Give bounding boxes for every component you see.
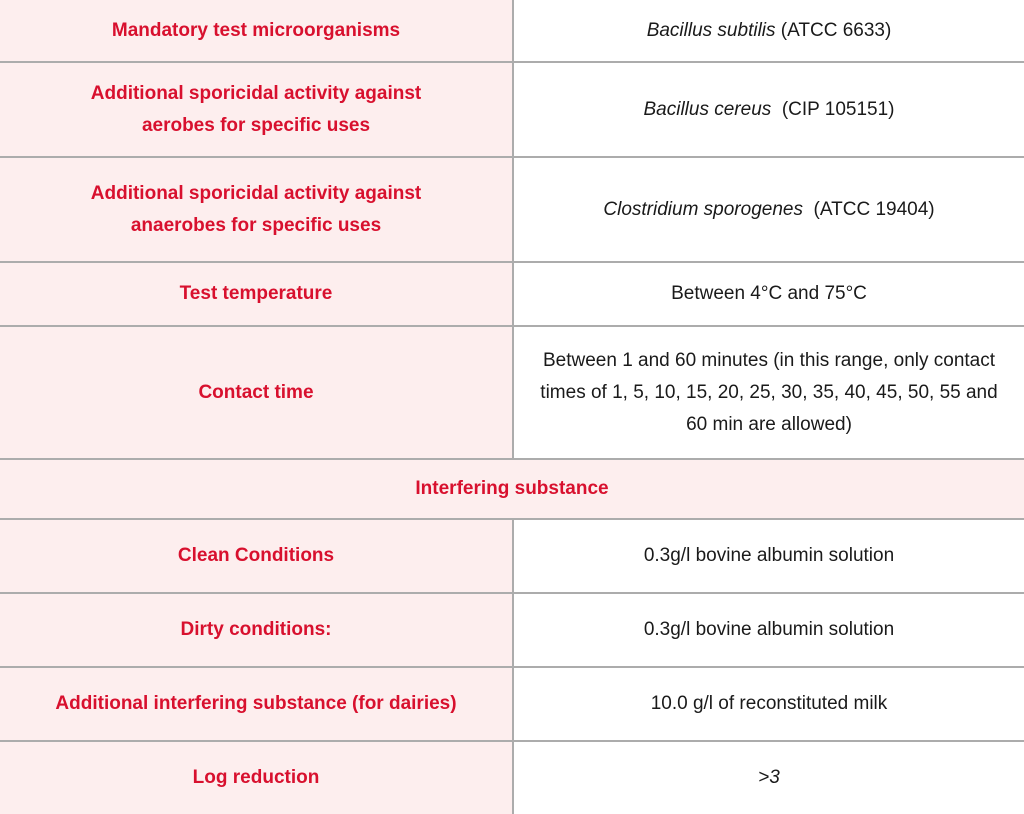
row-value: >3	[512, 740, 1024, 814]
organism-name: Clostridium sporogenes	[603, 198, 803, 220]
table-section-header: Interfering substance	[0, 458, 1024, 520]
row-label: Log reduction	[0, 740, 514, 814]
row-value: 10.0 g/l of reconstituted milk	[512, 666, 1024, 742]
table-row: Additional sporicidal activity against a…	[0, 156, 1024, 263]
row-value: 0.3g/l bovine albumin solution	[512, 592, 1024, 668]
row-label: Test temperature	[0, 261, 514, 327]
row-value: 0.3g/l bovine albumin solution	[512, 518, 1024, 594]
section-header-label: Interfering substance	[0, 458, 1024, 520]
strain-code: (ATCC 19404)	[802, 198, 935, 220]
row-value: Bacillus subtilis (ATCC 6633)	[512, 0, 1024, 63]
table-row: Contact time Between 1 and 60 minutes (i…	[0, 325, 1024, 460]
table-row: Test temperature Between 4°C and 75°C	[0, 261, 1024, 327]
row-value: Bacillus cereus (CIP 105151)	[512, 61, 1024, 158]
row-label: Dirty conditions:	[0, 592, 514, 668]
row-label: Additional sporicidal activity against a…	[0, 61, 514, 158]
row-value: Between 1 and 60 minutes (in this range,…	[512, 325, 1024, 460]
row-label: Contact time	[0, 325, 514, 460]
log-reduction-value: >3	[758, 767, 780, 788]
row-label: Additional interfering substance (for da…	[0, 666, 514, 742]
row-value: Clostridium sporogenes (ATCC 19404)	[512, 156, 1024, 263]
row-label: Additional sporicidal activity against a…	[0, 156, 514, 263]
table-row: Additional sporicidal activity against a…	[0, 61, 1024, 158]
organism-name: Bacillus subtilis	[646, 19, 776, 41]
strain-code: (CIP 105151)	[771, 98, 895, 120]
table-row: Clean Conditions 0.3g/l bovine albumin s…	[0, 518, 1024, 594]
table-row: Mandatory test microorganisms Bacillus s…	[0, 0, 1024, 63]
row-label: Clean Conditions	[0, 518, 514, 594]
strain-code: (ATCC 6633)	[775, 19, 892, 41]
table-row: Log reduction >3	[0, 740, 1024, 814]
organism-name: Bacillus cereus	[643, 98, 772, 120]
table-row: Additional interfering substance (for da…	[0, 666, 1024, 742]
row-label: Mandatory test microorganisms	[0, 0, 514, 63]
table-row: Dirty conditions: 0.3g/l bovine albumin …	[0, 592, 1024, 668]
row-value: Between 4°C and 75°C	[512, 261, 1024, 327]
